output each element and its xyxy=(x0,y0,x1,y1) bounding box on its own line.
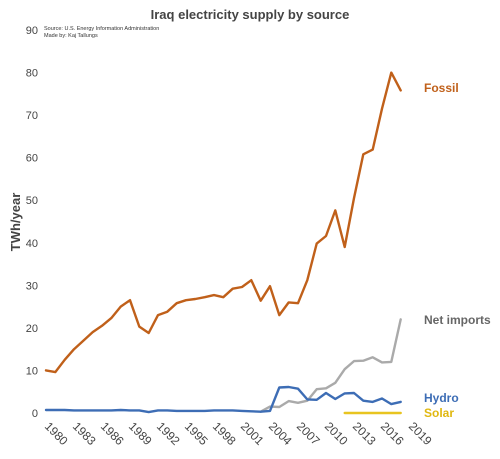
series-label-net-imports: Net imports xyxy=(424,313,491,327)
series-label-hydro: Hydro xyxy=(424,391,459,405)
series-label-fossil: Fossil xyxy=(424,81,459,95)
y-ticks: 0 10 20 30 40 50 60 70 80 90 xyxy=(26,25,38,420)
series-lines xyxy=(44,71,402,415)
series-line-hydro xyxy=(44,385,402,414)
y-tick-label: 80 xyxy=(26,68,38,80)
credit-line: Made by: Kaj Tallungs xyxy=(44,33,98,39)
y-tick-label: 0 xyxy=(32,408,38,420)
series-line-net-imports xyxy=(259,318,402,413)
chart-title: Iraq electricity supply by source xyxy=(151,7,350,22)
y-tick-label: 10 xyxy=(26,365,38,377)
x-tick-label: 2016 xyxy=(378,419,407,448)
y-tick-label: 40 xyxy=(26,238,38,250)
x-tick-label: 1989 xyxy=(126,419,155,448)
y-tick-label: 90 xyxy=(26,25,38,37)
x-tick-label: 1983 xyxy=(70,419,99,448)
series-line-fossil xyxy=(44,71,402,374)
y-tick-label: 70 xyxy=(26,110,38,122)
y-tick-label: 20 xyxy=(26,323,38,335)
y-tick-label: 60 xyxy=(26,153,38,165)
x-tick-label: 1980 xyxy=(42,419,71,448)
x-tick-label: 1986 xyxy=(98,419,127,448)
x-tick-label: 2004 xyxy=(266,419,295,448)
source-line: Source: U.S. Energy Information Administ… xyxy=(44,26,159,32)
y-tick-label: 50 xyxy=(26,195,38,207)
x-tick-label: 2019 xyxy=(406,419,435,448)
y-tick-label: 30 xyxy=(26,280,38,292)
x-tick-label: 1995 xyxy=(182,419,211,448)
x-tick-label: 1998 xyxy=(210,419,239,448)
x-tick-label: 2007 xyxy=(294,419,323,448)
x-tick-label: 1992 xyxy=(154,419,183,448)
x-tick-label: 2001 xyxy=(238,419,267,448)
series-label-solar: Solar xyxy=(424,406,454,420)
x-tick-label: 2010 xyxy=(322,419,351,448)
x-ticks: 1980 1983 1986 1989 1992 1995 1998 2001 2004 2007… xyxy=(42,419,435,448)
x-tick-label: 2013 xyxy=(350,419,379,448)
y-axis-label: TWh/year xyxy=(8,193,23,252)
